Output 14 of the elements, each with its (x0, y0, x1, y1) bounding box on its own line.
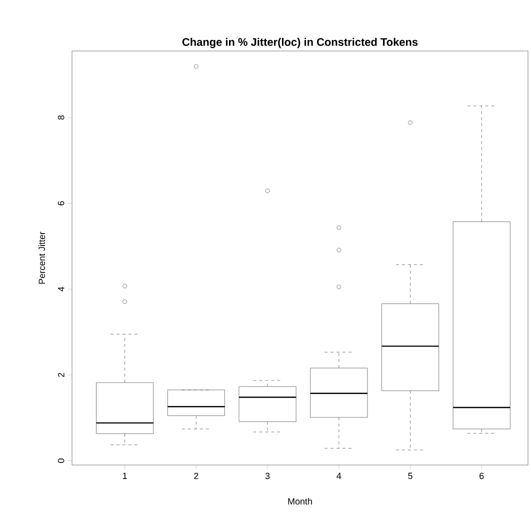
y-tick-label: 8 (58, 115, 64, 120)
x-tick-label: 1 (123, 472, 127, 479)
x-tick-label: 4 (336, 472, 342, 479)
y-tick-label: 6 (58, 201, 64, 206)
x-tick-label: 2 (194, 472, 198, 480)
y-tick-label: 4 (58, 286, 64, 292)
chart-title: Change in % Jitter(loc) in Constricted Tokens (182, 38, 418, 48)
x-tick-label: 6 (480, 472, 484, 480)
x-axis-title: Month (288, 498, 312, 505)
y-tick-label: 0 (58, 458, 64, 463)
y-tick-label: 2 (58, 372, 64, 377)
x-tick-label: 5 (408, 472, 412, 480)
y-axis-title: Percent Jitter (38, 232, 46, 284)
x-tick-label: 3 (265, 472, 270, 480)
